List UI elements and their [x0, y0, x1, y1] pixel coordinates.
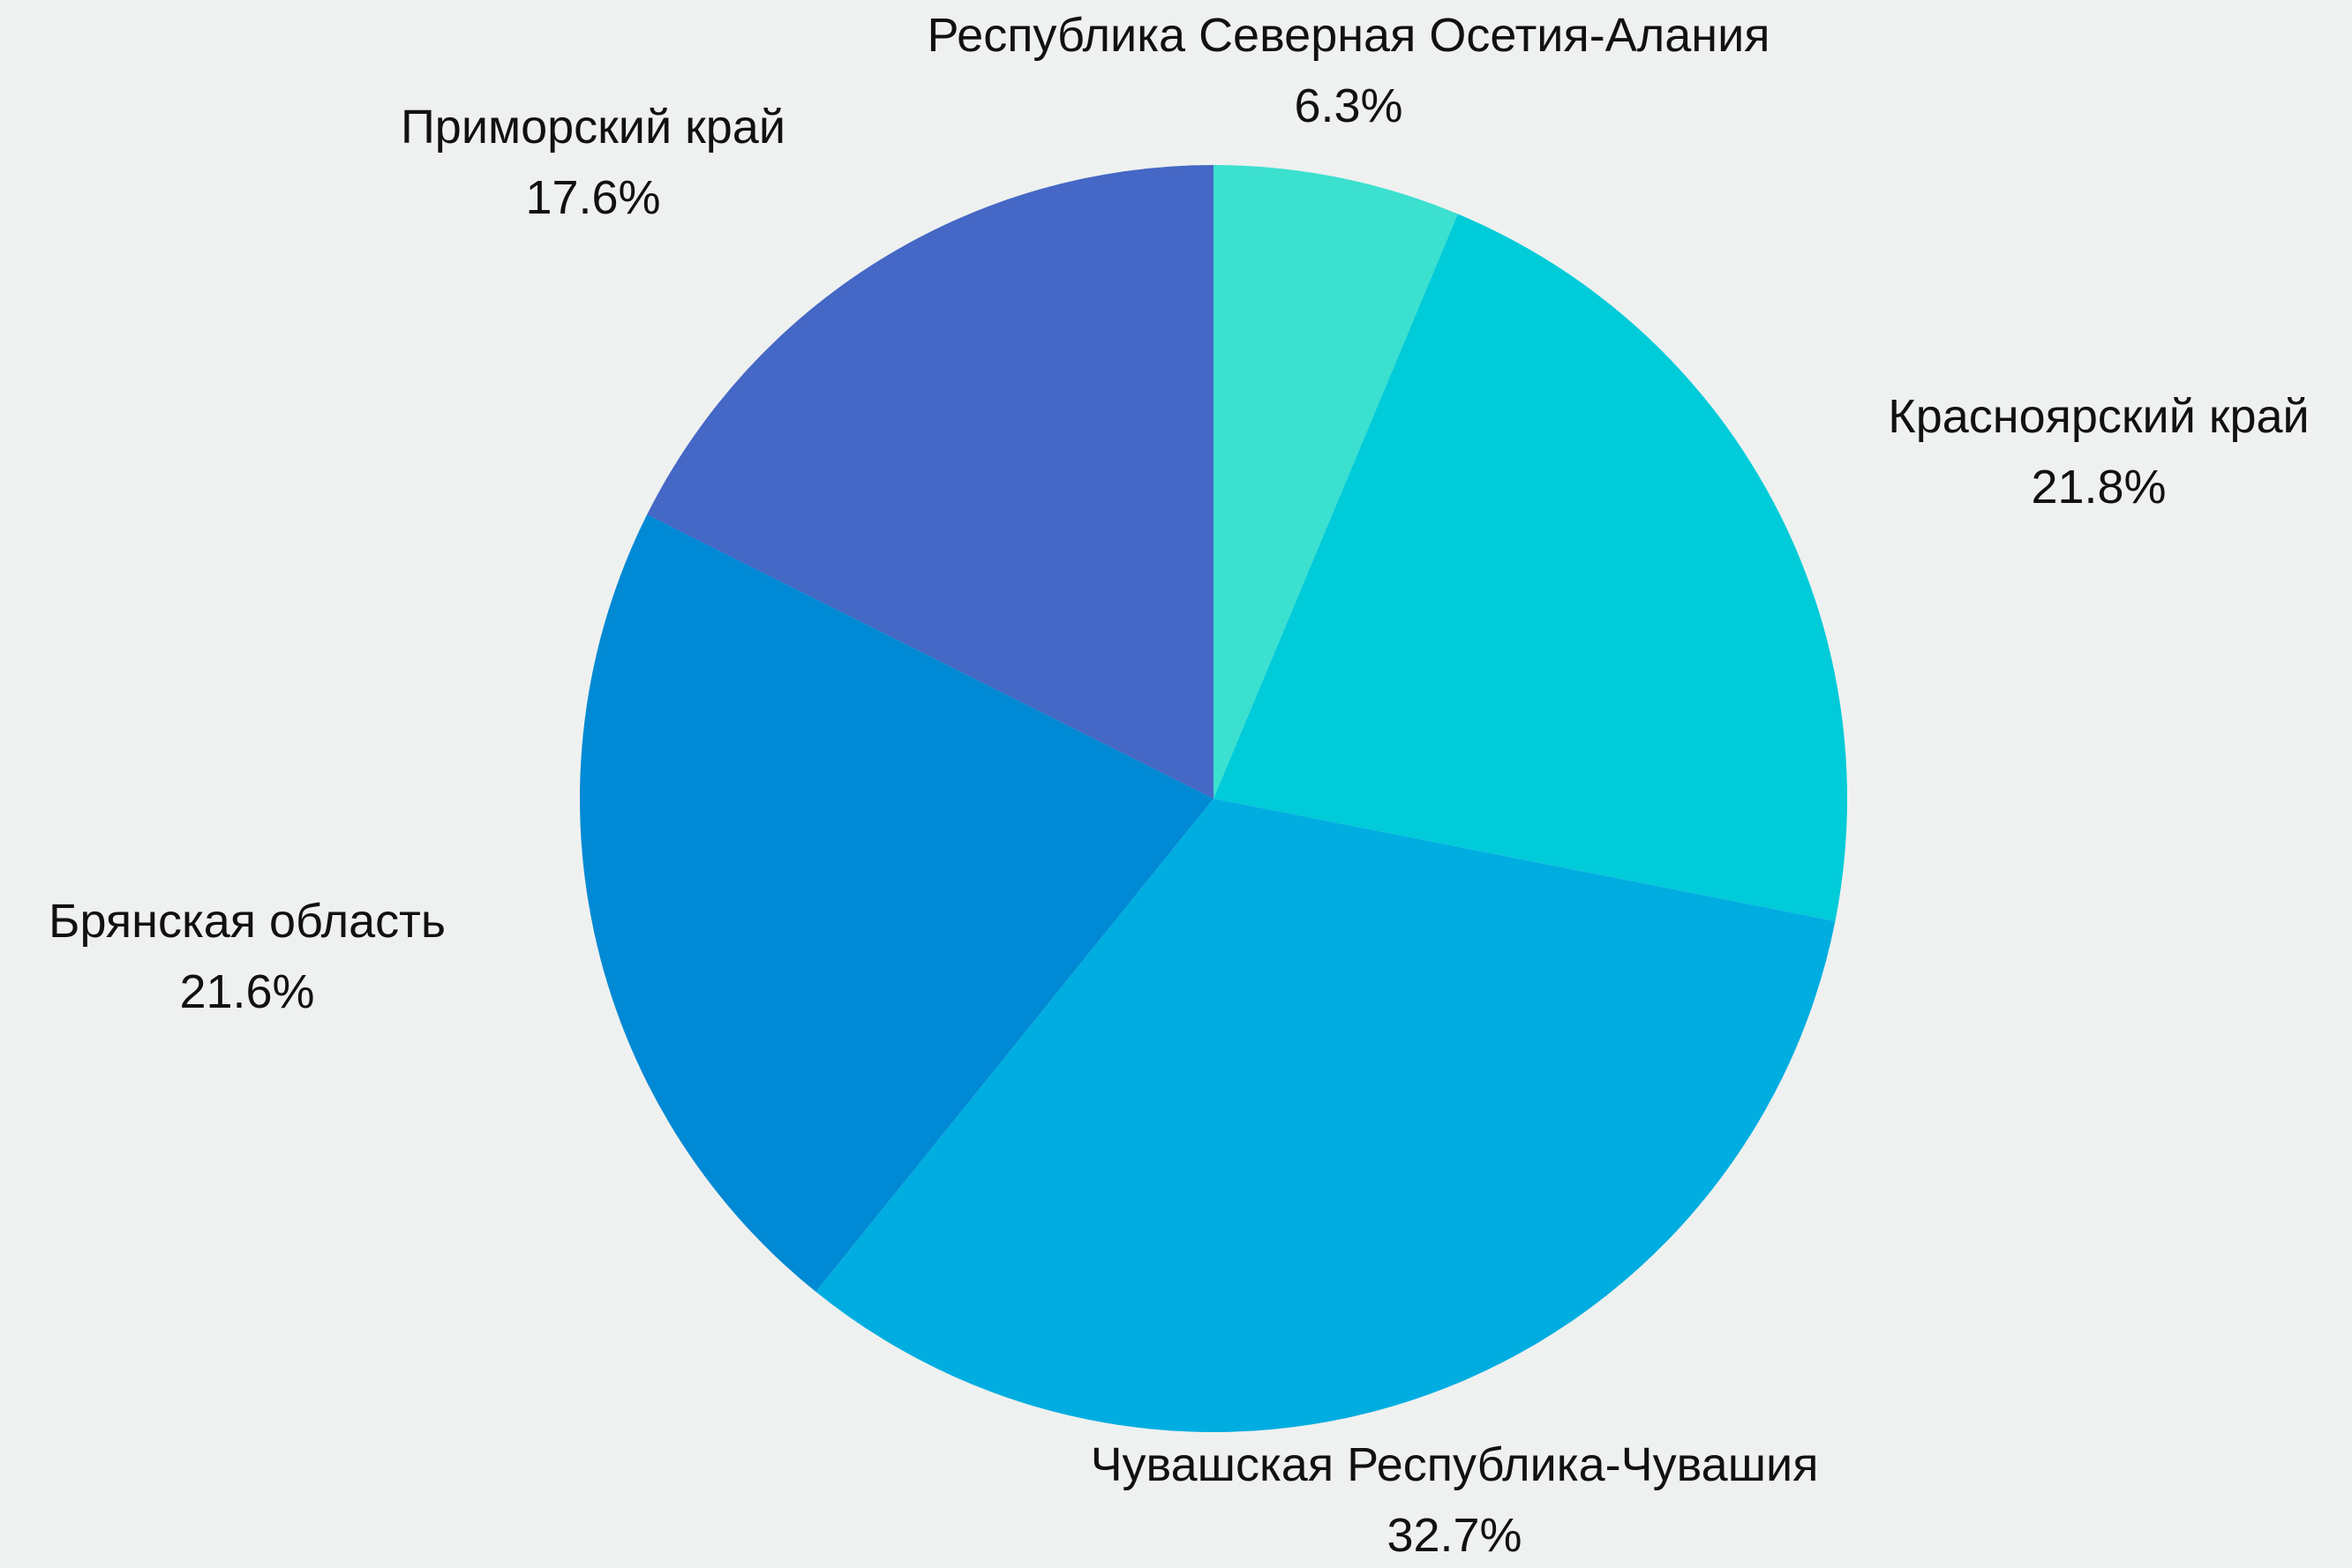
- slice-label-5: Приморский край: [401, 101, 785, 154]
- slice-value-label-2: 21.8%: [2031, 461, 2166, 514]
- pie-slice-3: [815, 799, 1836, 1432]
- pie-slice-2: [1214, 214, 1847, 921]
- pie-slice-4: [580, 514, 1214, 1292]
- slice-label-3: Чувашская Республика-Чувашия: [1091, 1438, 1819, 1491]
- slice-value-label-3: 32.7%: [1386, 1509, 1522, 1562]
- slice-label-2: Красноярский край: [1888, 390, 2309, 443]
- slice-label-4: Брянская область: [49, 895, 446, 948]
- labels-layer: Республика Северная Осетия-Алания 6.3% Кра…: [49, 9, 2310, 1562]
- slice-value-label-1: 6.3%: [1294, 79, 1402, 132]
- slice-value-label-5: 17.6%: [525, 171, 660, 224]
- slice-value-label-4: 21.6%: [179, 965, 314, 1018]
- slice-label-1: Республика Северная Осетия-Алания: [928, 9, 1770, 62]
- slices-layer: [580, 165, 1847, 1432]
- pie-slice-5: [647, 165, 1214, 799]
- pie-slice-1: [1214, 165, 1458, 799]
